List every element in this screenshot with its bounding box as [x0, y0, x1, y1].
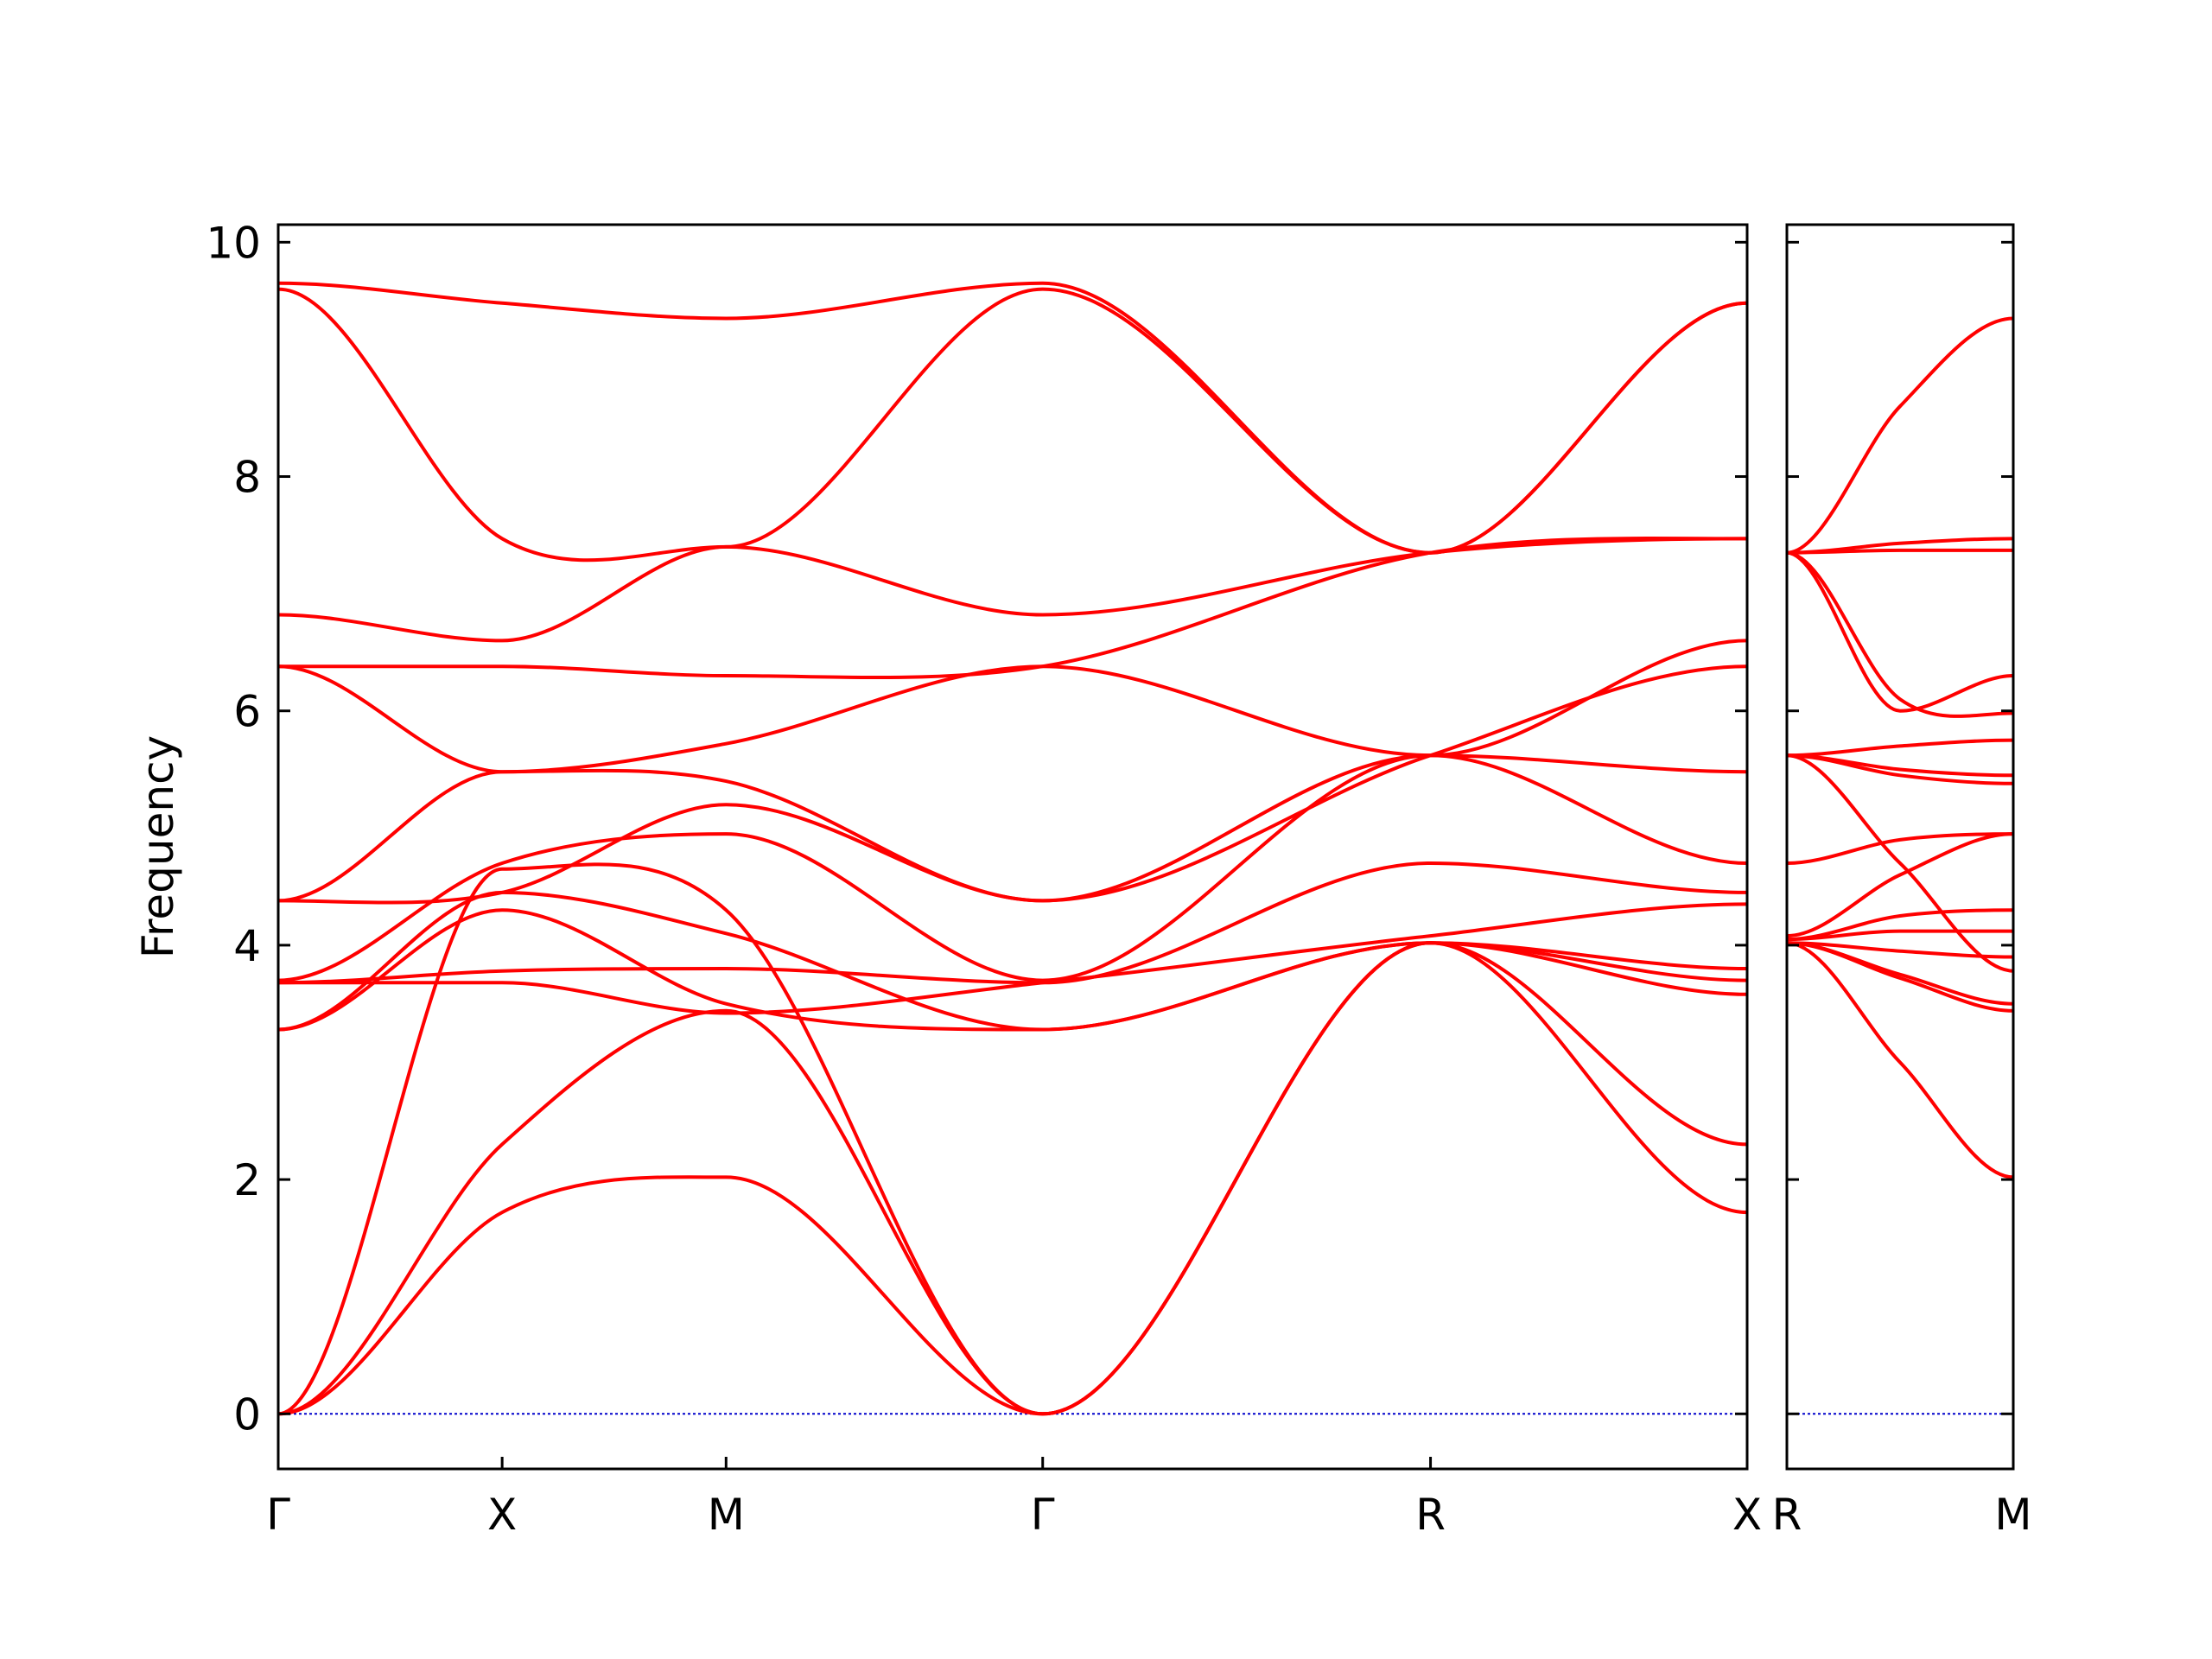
x-tick-label: R — [1772, 1490, 1802, 1540]
band-line-17 — [1786, 316, 2014, 555]
band-line-8 — [1786, 832, 2014, 865]
band-line-3 — [1786, 941, 2014, 1006]
band-line-12 — [278, 537, 1748, 679]
band-line-3 — [277, 862, 1748, 1416]
band-line-5 — [1786, 929, 2013, 942]
band-line-13 — [1786, 550, 2014, 718]
panel-right-frame — [1785, 223, 2015, 1471]
y-tick-label: 6 — [233, 687, 261, 737]
band-line-6 — [1786, 908, 2014, 942]
x-tick-label: M — [708, 1490, 745, 1540]
band-line-8 — [277, 753, 1748, 982]
y-tick-label: 2 — [233, 1155, 261, 1205]
axes-frames — [276, 223, 2015, 1471]
band-line-5 — [277, 890, 1748, 1032]
band-line-11 — [1786, 753, 2014, 778]
band-line-6 — [277, 902, 1748, 1015]
band-line-14 — [1786, 550, 2014, 713]
band-line-9 — [1786, 753, 2014, 973]
band-line-10 — [277, 664, 1748, 903]
band-line-2 — [277, 941, 1748, 1416]
band-line-7 — [277, 861, 1748, 985]
band-line-1 — [277, 941, 1748, 1416]
x-tick-label: X — [487, 1490, 517, 1540]
x-tick-label: R — [1415, 1490, 1446, 1540]
y-tick-label: 8 — [233, 453, 261, 503]
bands-main — [277, 281, 1748, 1416]
band-line-16 — [1786, 537, 2014, 555]
band-line-11 — [277, 639, 1748, 774]
axis-ticks — [276, 240, 2015, 1469]
y-tick-label: 4 — [233, 921, 261, 971]
band-line-13 — [277, 537, 1748, 643]
band-line-7 — [1786, 832, 2014, 938]
band-line-12 — [1786, 738, 2014, 758]
band-line-15 — [277, 281, 1748, 555]
y-axis-label: Frequency — [133, 735, 183, 958]
x-tick-label: Γ — [266, 1490, 290, 1540]
x-tick-label: Γ — [1031, 1490, 1055, 1540]
y-tick-label: 10 — [206, 218, 261, 268]
bands-right — [1786, 316, 2014, 1179]
band-line-1 — [1786, 941, 2014, 1179]
x-tick-label: M — [1994, 1490, 2031, 1540]
panel-main-frame — [276, 223, 1749, 1471]
y-tick-label: 0 — [233, 1389, 261, 1440]
band-line-14 — [277, 287, 1748, 563]
x-tick-label: X — [1732, 1490, 1762, 1540]
